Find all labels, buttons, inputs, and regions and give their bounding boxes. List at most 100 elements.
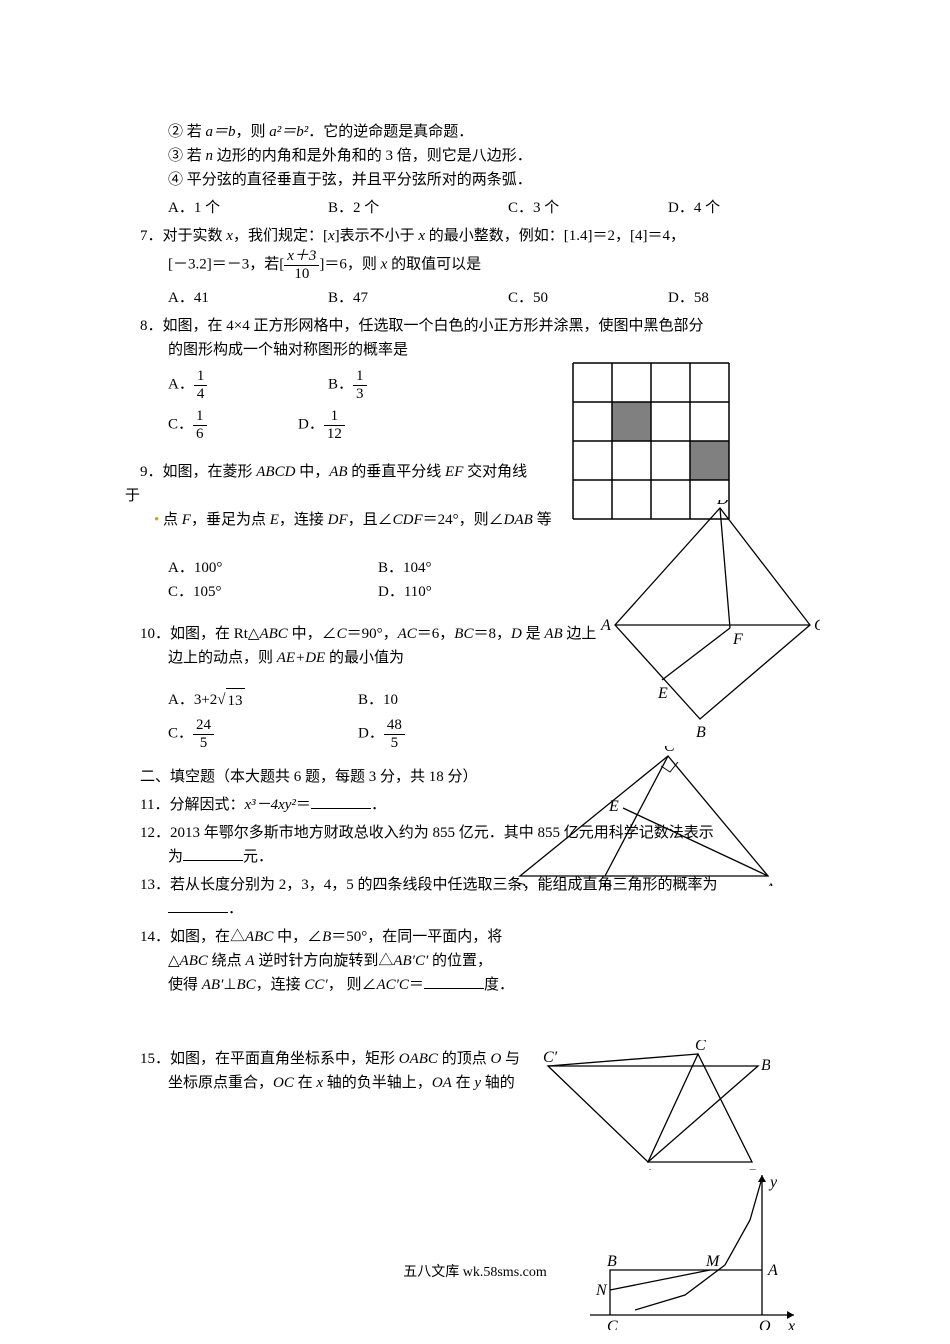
text: 边上 bbox=[563, 626, 597, 642]
abp: AB′ bbox=[202, 977, 224, 993]
df: DF bbox=[328, 512, 348, 528]
q8-line2: 的图形构成一个轴对称图形的概率是 bbox=[168, 338, 810, 362]
text: ＝6， bbox=[417, 626, 455, 642]
fraction: 245 bbox=[193, 717, 214, 751]
a: A bbox=[245, 953, 254, 969]
opt-d: D．110° bbox=[378, 580, 538, 604]
text: ＝8， bbox=[473, 626, 511, 642]
label: C． bbox=[168, 416, 193, 432]
text: ，则 bbox=[236, 124, 270, 140]
den: 5 bbox=[193, 735, 214, 752]
fraction: 13 bbox=[353, 368, 367, 402]
text: ]表示不小于 bbox=[335, 228, 419, 244]
svg-text:x: x bbox=[787, 1318, 795, 1330]
blank bbox=[183, 846, 243, 861]
q7-line2: [－3.2]＝－3，若[x＋310]＝6，则 x 的取值可以是 bbox=[168, 248, 810, 282]
text: ＝50°，在同一平面内，将 bbox=[331, 929, 502, 945]
opt-c: C．50 bbox=[508, 286, 668, 310]
svg-text:O: O bbox=[759, 1318, 771, 1330]
svg-text:C: C bbox=[695, 1040, 706, 1054]
text: 14．如图，在△ bbox=[140, 929, 245, 945]
abc: ABC bbox=[245, 929, 273, 945]
svg-text:B′: B′ bbox=[761, 1057, 770, 1074]
oa: OA bbox=[432, 1075, 452, 1091]
blank bbox=[168, 898, 228, 913]
label: C． bbox=[168, 725, 193, 741]
abpc: AB′C′ bbox=[393, 953, 428, 969]
text: ，且∠ bbox=[348, 512, 393, 528]
text: 在 bbox=[452, 1075, 475, 1091]
fig-q10-triangle: BDACE bbox=[510, 746, 780, 886]
opt-a: A．41 bbox=[168, 286, 328, 310]
opt-d: D．485 bbox=[358, 717, 518, 751]
oabc: OABC bbox=[399, 1051, 438, 1067]
num: 1 bbox=[194, 368, 208, 386]
text: 等 bbox=[533, 512, 552, 528]
period: ． bbox=[371, 797, 386, 813]
text: ， 则∠ bbox=[328, 977, 377, 993]
ac: AC bbox=[398, 626, 417, 642]
footer: 五八文库 wk.58sms.com bbox=[0, 1262, 950, 1284]
q13-line2: ． bbox=[168, 897, 810, 921]
x: x bbox=[328, 228, 335, 244]
ef: EF bbox=[445, 464, 463, 480]
text: ＝90°， bbox=[347, 626, 398, 642]
text: 是 bbox=[522, 626, 545, 642]
text: ，连接 bbox=[279, 512, 328, 528]
opt-b: B．47 bbox=[328, 286, 508, 310]
var: a＝b bbox=[206, 124, 236, 140]
den: 10 bbox=[284, 266, 319, 283]
opt-d: D．58 bbox=[668, 286, 709, 310]
text: 的垂直平分线 bbox=[348, 464, 446, 480]
cdf: CDF bbox=[393, 512, 423, 528]
o: O bbox=[490, 1051, 501, 1067]
opt-a: A．1 个 bbox=[168, 196, 328, 220]
stmt-3: ③ 若 n 边形的内角和是外角和的 3 倍，则它是八边形． bbox=[168, 144, 810, 168]
text: ，垂足为点 bbox=[191, 512, 270, 528]
text: ⊥ bbox=[223, 977, 236, 993]
text: 11．分解因式： bbox=[140, 797, 244, 813]
text: ＝ bbox=[409, 977, 424, 993]
opt-b: B．104° bbox=[378, 556, 538, 580]
sqrt: √13 bbox=[217, 688, 244, 713]
bc: BC bbox=[236, 977, 255, 993]
num: 48 bbox=[384, 717, 405, 735]
den: 4 bbox=[194, 386, 208, 403]
radicand: 13 bbox=[226, 688, 245, 713]
blank bbox=[311, 794, 371, 809]
text: 点 bbox=[163, 512, 182, 528]
text: 的图形构成一个轴对称图形的概率是 bbox=[168, 342, 408, 358]
text: 边形的内角和是外角和的 3 倍，则它是八边形． bbox=[213, 148, 532, 164]
text: 交对角线 bbox=[463, 464, 527, 480]
opt-d: D．4 个 bbox=[668, 196, 720, 220]
text: ，连接 bbox=[256, 977, 305, 993]
svg-text:B: B bbox=[607, 1253, 617, 1270]
text: 的最小值为 bbox=[325, 650, 404, 666]
opt-b: B．13 bbox=[328, 368, 488, 402]
ccp: CC′ bbox=[304, 977, 327, 993]
q8: 8．如图，在 4×4 正方形网格中，任选取一个白色的小正方形并涂黑，使图中黑色部… bbox=[140, 314, 810, 338]
expr: x³－4xy² bbox=[244, 797, 295, 813]
opt-a: A．14 bbox=[168, 368, 328, 402]
opt-a: A．3+2√13 bbox=[168, 688, 358, 713]
text: 7．对于实数 bbox=[140, 228, 226, 244]
acpc: AC′C bbox=[376, 977, 408, 993]
n: n bbox=[206, 148, 214, 164]
text: ＝24°，则∠ bbox=[423, 512, 504, 528]
text: 在 bbox=[294, 1075, 317, 1091]
c: C bbox=[337, 626, 347, 642]
text: 中，∠ bbox=[288, 626, 337, 642]
text: 9．如图，在菱形 bbox=[140, 464, 256, 480]
text: 使得 bbox=[168, 977, 202, 993]
ab: AB bbox=[544, 626, 562, 642]
svg-text:D: D bbox=[600, 881, 613, 886]
abc: ABC bbox=[259, 626, 287, 642]
q14-line3: 使得 AB′⊥BC，连接 CC′， 则∠AC′C＝度． bbox=[168, 973, 810, 997]
svg-text:M: M bbox=[705, 1253, 721, 1270]
ab: AB bbox=[329, 464, 347, 480]
text: 的最小整数，例如：[1.4]＝2，[4]＝4， bbox=[425, 228, 685, 244]
eq: ＝ bbox=[296, 797, 311, 813]
text: 逆时针方向旋转到△ bbox=[255, 953, 394, 969]
text: ．它的逆命题是真命题． bbox=[308, 124, 473, 140]
label: B． bbox=[328, 376, 353, 392]
